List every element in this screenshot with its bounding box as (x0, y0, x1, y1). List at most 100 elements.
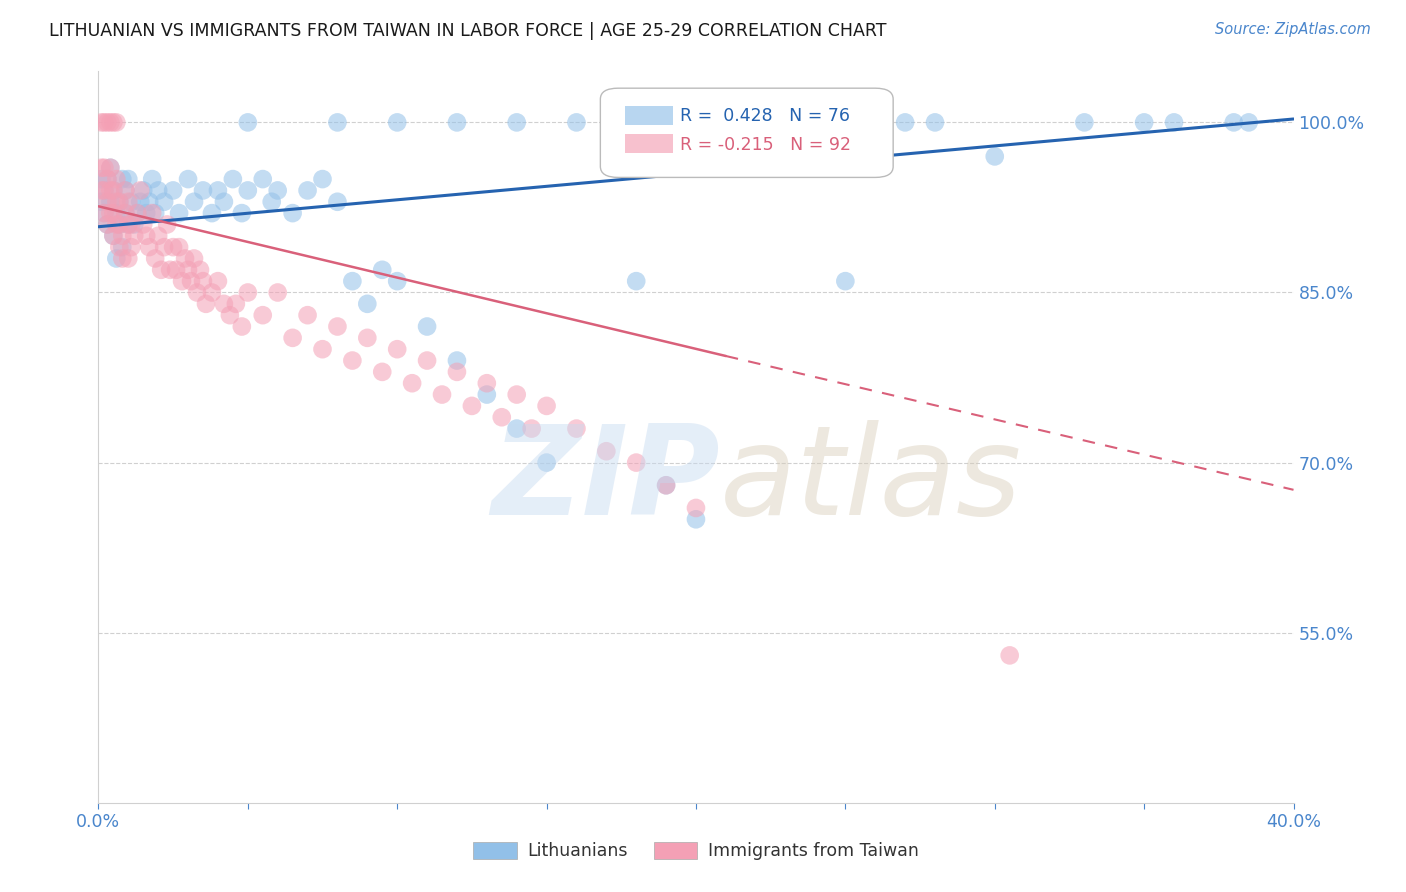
Point (536, 456, 558, 470)
Point (430, 387, 453, 401)
Point (1073, 115, 1095, 129)
Point (138, 240, 160, 254)
Point (385, 342, 409, 356)
Point (416, 353, 439, 368)
Point (156, 218, 179, 232)
Point (135, 228, 157, 243)
Point (281, 206, 304, 220)
Point (124, 228, 146, 243)
Point (385, 274, 409, 288)
Point (165, 262, 187, 277)
Point (297, 308, 319, 322)
Point (105, 206, 128, 220)
Point (342, 274, 364, 288)
Point (143, 252, 166, 266)
Point (212, 297, 235, 311)
Point (103, 115, 125, 129)
Legend: Lithuanians, Immigrants from Taiwan: Lithuanians, Immigrants from Taiwan (467, 835, 925, 867)
Point (103, 228, 125, 243)
Point (103, 206, 125, 220)
Point (114, 183, 136, 197)
Point (1133, 115, 1156, 129)
FancyBboxPatch shape (600, 88, 893, 178)
Point (90, 194, 112, 209)
Point (167, 206, 190, 220)
Point (297, 183, 319, 197)
Point (98, 161, 122, 175)
Point (111, 240, 134, 254)
Point (172, 274, 194, 288)
Point (93, 115, 115, 129)
Point (120, 194, 142, 209)
Point (236, 183, 259, 197)
Point (167, 240, 190, 254)
Point (219, 308, 242, 322)
Point (108, 194, 131, 209)
Point (356, 297, 378, 311)
Point (595, 444, 617, 458)
Point (188, 262, 211, 277)
Point (536, 399, 558, 413)
Point (401, 376, 423, 391)
Point (98, 183, 122, 197)
Point (105, 218, 128, 232)
Point (225, 297, 247, 311)
Point (626, 456, 648, 470)
Point (138, 194, 160, 209)
Point (1163, 115, 1185, 129)
Point (96, 172, 118, 186)
Point (108, 218, 131, 232)
Point (174, 252, 197, 266)
Point (90, 161, 112, 175)
Point (96, 218, 118, 232)
Point (108, 194, 131, 209)
Text: Source: ZipAtlas.com: Source: ZipAtlas.com (1215, 22, 1371, 37)
Point (120, 240, 142, 254)
Point (93, 183, 115, 197)
Point (103, 228, 125, 243)
Point (180, 274, 202, 288)
Point (655, 478, 678, 492)
Point (212, 194, 235, 209)
Point (565, 115, 588, 129)
Point (311, 342, 333, 356)
Point (984, 149, 1007, 163)
Point (162, 183, 184, 197)
Point (177, 172, 200, 186)
Point (201, 285, 224, 300)
Point (236, 115, 259, 129)
Point (103, 183, 125, 197)
Point (371, 365, 394, 379)
Point (90, 115, 112, 129)
Point (105, 252, 128, 266)
Point (998, 648, 1021, 663)
Point (311, 172, 333, 186)
Point (98, 161, 122, 175)
Point (207, 183, 229, 197)
Point (565, 421, 588, 435)
Point (506, 421, 529, 435)
FancyBboxPatch shape (626, 135, 673, 153)
Point (120, 218, 142, 232)
Point (135, 206, 157, 220)
Text: atlas: atlas (720, 420, 1022, 541)
Point (177, 262, 200, 277)
Point (356, 331, 378, 345)
Point (267, 183, 290, 197)
Point (191, 274, 214, 288)
Point (195, 297, 218, 311)
Point (520, 421, 543, 435)
Point (461, 399, 484, 413)
Point (150, 262, 173, 277)
Point (132, 218, 155, 232)
FancyBboxPatch shape (626, 106, 673, 126)
Point (685, 512, 707, 526)
Point (117, 172, 139, 186)
Point (894, 115, 917, 129)
Point (834, 274, 856, 288)
Point (506, 115, 529, 129)
Point (93, 206, 115, 220)
Point (201, 206, 224, 220)
Point (475, 387, 498, 401)
Point (1237, 115, 1260, 129)
